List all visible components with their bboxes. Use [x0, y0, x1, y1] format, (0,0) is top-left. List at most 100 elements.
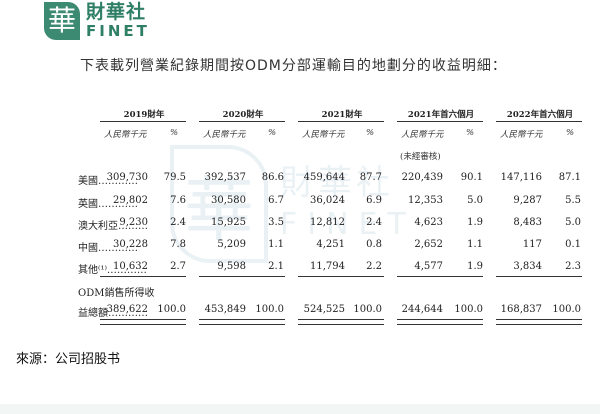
table-cell: 392,537 [204, 172, 246, 183]
logo-text: 財華社 FINET [86, 3, 150, 39]
pct-subheader: % [566, 128, 575, 138]
row-label: 美國………… [78, 176, 138, 187]
table-cell: 87.1 [558, 172, 581, 183]
total-cell: 524,525 [303, 304, 345, 315]
table-cell: 15,925 [211, 217, 246, 228]
total-double-rule [397, 319, 483, 325]
table-cell: 1.1 [268, 239, 284, 250]
table-cell: 9,230 [119, 217, 148, 228]
table-cell: 3,834 [513, 261, 542, 272]
table-cell: 4,251 [316, 239, 345, 250]
period-header: 2021財年 [321, 110, 363, 120]
subtotal-rule [496, 276, 582, 277]
bottom-band [0, 404, 600, 414]
table-cell: 1.9 [467, 217, 483, 228]
table-cell: 12,353 [408, 195, 443, 206]
header-rule [199, 121, 285, 122]
logo-mark: 華 [44, 2, 80, 40]
table-cell: 2,652 [414, 239, 443, 250]
total-double-rule [298, 319, 384, 325]
table-cell: 459,644 [303, 172, 345, 183]
logo-english-name: FINET [86, 22, 150, 40]
amount-subheader: 人民幣千元 [500, 130, 543, 140]
total-cell: 100.0 [255, 304, 284, 315]
finet-logo: 華 財華社 FINET [44, 2, 150, 40]
table-cell: 7.6 [170, 195, 186, 206]
table-cell: 8,483 [513, 217, 542, 228]
amount-subheader: 人民幣千元 [302, 130, 345, 140]
total-cell: 453,849 [204, 304, 246, 315]
total-cell: 244,644 [401, 304, 443, 315]
table-cell: 87.7 [359, 172, 382, 183]
table-cell: 36,024 [310, 195, 345, 206]
total-double-rule [100, 319, 186, 325]
table-cell: 5,209 [217, 239, 246, 250]
table-cell: 309,730 [106, 172, 148, 183]
period-header: 2021年首六個月 [407, 110, 475, 120]
table-cell: 4,577 [414, 261, 443, 272]
table-cell: 2.2 [366, 261, 382, 272]
table-cell: 10,632 [113, 261, 148, 272]
pct-subheader: % [170, 128, 179, 138]
total-cell: 100.0 [157, 304, 186, 315]
period-header: 2020財年 [222, 110, 264, 120]
table-cell: 1.9 [467, 261, 483, 272]
total-cell: 100.0 [454, 304, 483, 315]
table-cell: 86.6 [261, 172, 284, 183]
table-cell: 147,116 [500, 172, 542, 183]
table-cell: 6.7 [268, 195, 284, 206]
source-note: 來源：公司招股书 [16, 352, 121, 367]
table-cell: 7.8 [170, 239, 186, 250]
total-cell: 100.0 [552, 304, 581, 315]
total-double-rule [199, 319, 285, 325]
table-cell: 29,802 [113, 195, 148, 206]
table-cell: 79.5 [163, 172, 186, 183]
row-label: 其他⁽¹⁾………… [78, 265, 147, 276]
table-cell: 220,439 [401, 172, 443, 183]
pct-subheader: % [366, 128, 375, 138]
subtotal-rule [397, 276, 483, 277]
table-cell: 90.1 [460, 172, 483, 183]
table-cell: 3.5 [268, 217, 284, 228]
amount-subheader: 人民幣千元 [401, 130, 444, 140]
table-heading: 下表載列營業紀錄期間按ODM分部運輸目的地劃分的收益明細： [80, 58, 507, 74]
total-cell: 389,622 [106, 304, 148, 315]
header-rule [298, 121, 384, 122]
table-cell: 2.1 [268, 261, 284, 272]
table-cell: 4,623 [414, 217, 443, 228]
row-label: 澳大利亞……… [78, 221, 148, 232]
table-cell: 30,580 [211, 195, 246, 206]
table-cell: 9,598 [217, 261, 246, 272]
row-label: 中國………… [78, 243, 138, 254]
subtotal-rule [100, 276, 186, 277]
total-cell: 100.0 [353, 304, 382, 315]
table-cell: 11,794 [310, 261, 345, 272]
pct-subheader: % [466, 128, 475, 138]
subtotal-rule [298, 276, 384, 277]
table-cell: 2.3 [565, 261, 581, 272]
table-cell: 5.5 [565, 195, 581, 206]
period-header: 2019財年 [123, 110, 165, 120]
amount-subheader: 人民幣千元 [104, 130, 147, 140]
period-header: 2022年首六個月 [506, 110, 574, 120]
total-label-line1: ODM銷售所得收 [78, 288, 155, 299]
table-cell: 2.4 [170, 217, 186, 228]
logo-chinese-name: 財華社 [86, 1, 147, 23]
table-cell: 5.0 [467, 195, 483, 206]
table-cell: 0.8 [366, 239, 382, 250]
table-cell: 12,812 [310, 217, 345, 228]
table-cell: 5.0 [565, 217, 581, 228]
row-label: 英國………… [78, 199, 138, 210]
pct-subheader: % [268, 128, 277, 138]
table-cell: 9,287 [513, 195, 542, 206]
table-cell: 0.1 [565, 239, 581, 250]
amount-subheader: 人民幣千元 [203, 130, 246, 140]
unaudited-note: (未經審核) [400, 152, 441, 162]
total-label-line2: 益總額………… [78, 308, 148, 319]
header-rule [397, 121, 483, 122]
header-rule [100, 121, 186, 122]
table-cell: 1.1 [467, 239, 483, 250]
table-cell: 6.9 [366, 195, 382, 206]
total-double-rule [496, 319, 582, 325]
